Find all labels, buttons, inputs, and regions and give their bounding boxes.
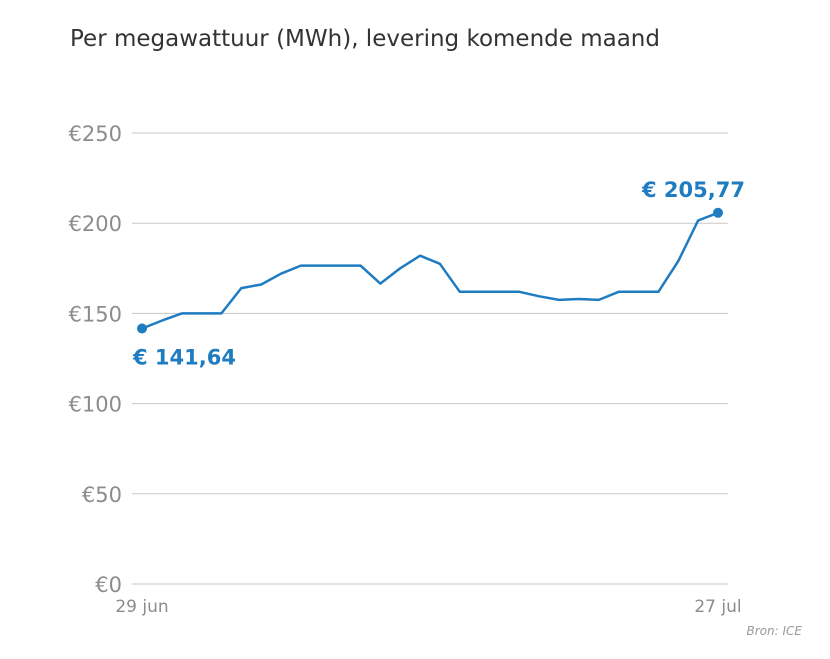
chart-title: Per megawattuur (MWh), levering komende … — [70, 26, 660, 52]
y-tick-label: €50 — [82, 483, 122, 507]
series-line — [140, 211, 720, 330]
y-tick-label: €0 — [95, 573, 122, 597]
x-tick-label: 27 jul — [694, 597, 741, 617]
data-point-marker — [137, 323, 147, 334]
data-label: € 141,64 — [132, 345, 236, 369]
y-tick-label: €250 — [69, 122, 122, 146]
y-tick-label: €100 — [69, 393, 122, 417]
y-tick-label: €200 — [69, 212, 122, 236]
x-tick-label: 29 jun — [115, 597, 168, 617]
data-label: € 205,77 — [641, 178, 745, 202]
y-tick-label: €150 — [69, 302, 122, 326]
data-point-marker — [713, 207, 723, 218]
source-note: Bron: ICE — [746, 624, 802, 638]
